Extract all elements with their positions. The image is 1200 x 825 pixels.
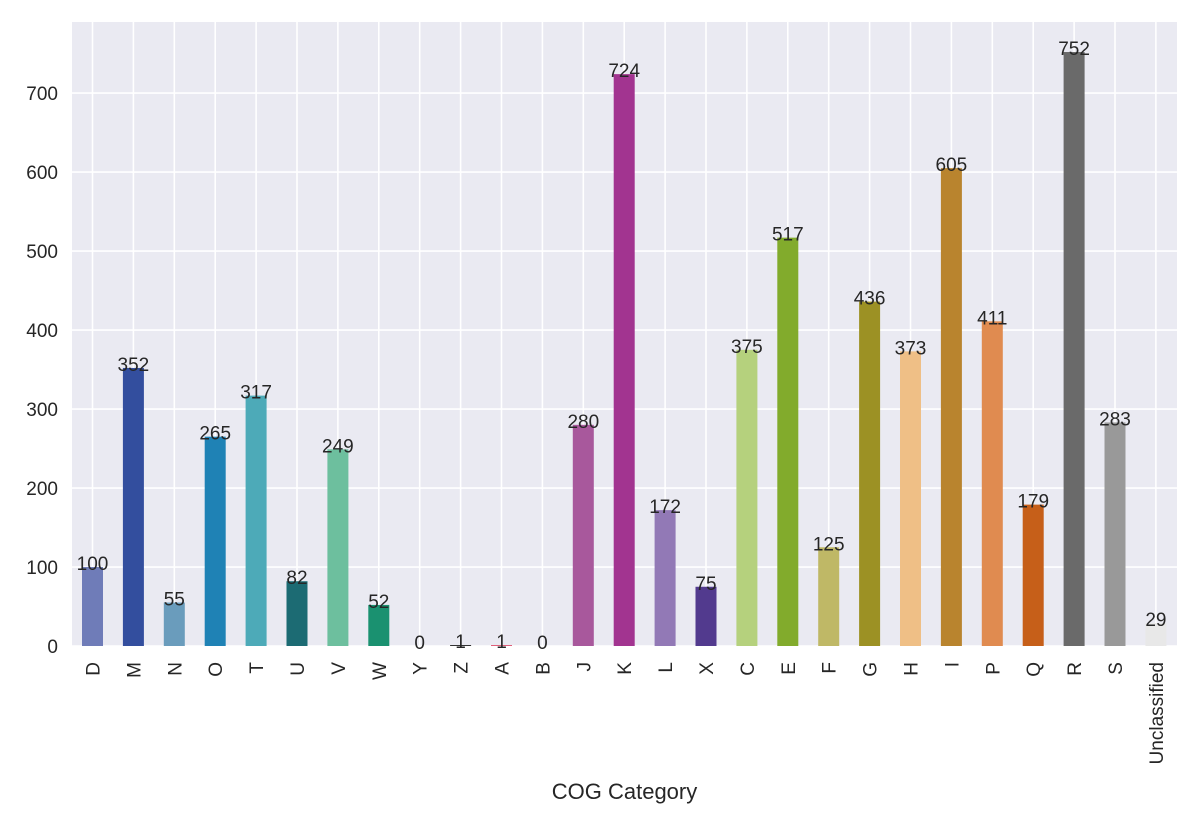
x-tick-label-v: V bbox=[329, 662, 350, 675]
bar-q bbox=[1022, 504, 1044, 646]
x-tick-label-l: L bbox=[656, 662, 677, 673]
data-label-z: 1 bbox=[455, 632, 466, 653]
bar-j bbox=[572, 424, 594, 646]
data-label-j: 280 bbox=[567, 412, 599, 433]
data-label-n: 55 bbox=[164, 590, 185, 611]
data-label-s: 283 bbox=[1099, 409, 1131, 430]
y-tick-label: 300 bbox=[26, 400, 58, 421]
y-tick-label: 100 bbox=[26, 558, 58, 579]
x-tick-label-b: B bbox=[533, 662, 554, 675]
data-label-q: 179 bbox=[1017, 492, 1049, 513]
x-tick-label-n: N bbox=[165, 662, 186, 676]
data-label-x: 75 bbox=[695, 574, 716, 595]
y-axis-ticks: 0 100 200 300 400 500 600 700 bbox=[26, 84, 58, 658]
bar-d bbox=[82, 567, 103, 646]
x-tick-label-z: Z bbox=[452, 662, 473, 674]
bar-i bbox=[940, 168, 962, 646]
x-tick-label-m: M bbox=[124, 662, 145, 678]
data-label-r: 752 bbox=[1058, 39, 1090, 60]
bars bbox=[82, 52, 1167, 646]
bar-h bbox=[900, 351, 921, 646]
x-tick-label-y: Y bbox=[411, 662, 432, 675]
bar-s bbox=[1104, 422, 1126, 646]
bar-f bbox=[818, 547, 840, 646]
y-tick-label: 500 bbox=[26, 242, 58, 263]
y-tick-label: 700 bbox=[26, 84, 58, 105]
data-label-h: 373 bbox=[895, 338, 927, 359]
bar-c bbox=[736, 349, 758, 646]
x-tick-label-t: T bbox=[247, 662, 268, 674]
x-tick-label-a: A bbox=[493, 662, 514, 675]
x-tick-label-q: Q bbox=[1024, 662, 1045, 677]
bar-m bbox=[122, 367, 144, 646]
x-tick-label-i: I bbox=[942, 662, 963, 667]
x-tick-label-c: C bbox=[738, 662, 759, 676]
bar-e bbox=[777, 237, 799, 646]
x-tick-label-j: J bbox=[574, 662, 595, 672]
x-tick-label-o: O bbox=[206, 662, 227, 677]
y-tick-label: 600 bbox=[26, 163, 58, 184]
bar-n bbox=[163, 602, 185, 646]
bar-l bbox=[654, 510, 676, 646]
bar-t bbox=[245, 395, 267, 646]
data-label-y: 0 bbox=[414, 633, 425, 654]
data-label-b: 0 bbox=[537, 633, 548, 654]
bar-z bbox=[450, 645, 472, 646]
data-labels: 100 352 55 265 317 82 249 52 0 1 1 0 280 724 172 75 375 5… bbox=[77, 39, 1167, 654]
data-label-g: 436 bbox=[854, 289, 886, 310]
bar-x bbox=[695, 586, 717, 646]
bar-a bbox=[491, 645, 512, 646]
y-tick-label: 200 bbox=[26, 479, 58, 500]
y-tick-label: 400 bbox=[26, 321, 58, 342]
bar-o bbox=[204, 436, 226, 646]
x-tick-label-f: F bbox=[820, 662, 841, 674]
x-tick-label-unclassified: Unclassified bbox=[1147, 662, 1168, 764]
bar-k bbox=[613, 74, 635, 646]
data-label-i: 605 bbox=[936, 155, 968, 176]
data-label-c: 375 bbox=[731, 337, 763, 358]
data-label-e: 517 bbox=[772, 225, 804, 246]
data-label-m: 352 bbox=[118, 355, 150, 376]
bar-v bbox=[327, 449, 349, 646]
bar-unclassified bbox=[1145, 623, 1167, 646]
bar-g bbox=[859, 301, 881, 646]
data-label-w: 52 bbox=[368, 592, 389, 613]
data-label-p: 411 bbox=[977, 308, 1007, 329]
x-tick-label-p: P bbox=[983, 662, 1004, 675]
data-label-l: 172 bbox=[649, 497, 681, 518]
bar-w bbox=[368, 604, 390, 646]
data-label-unclassified: 29 bbox=[1145, 610, 1166, 631]
data-label-a: 1 bbox=[496, 632, 507, 653]
x-tick-label-x: X bbox=[697, 662, 718, 675]
x-tick-label-k: K bbox=[615, 662, 636, 675]
data-label-k: 724 bbox=[608, 61, 640, 82]
x-tick-label-u: U bbox=[288, 662, 309, 676]
x-tick-label-g: G bbox=[861, 662, 882, 677]
data-label-v: 249 bbox=[322, 436, 354, 457]
bar-r bbox=[1063, 52, 1085, 646]
bar-u bbox=[286, 581, 308, 646]
data-label-t: 317 bbox=[240, 383, 272, 404]
data-label-d: 100 bbox=[77, 554, 109, 575]
x-tick-label-h: H bbox=[902, 662, 923, 676]
x-tick-label-r: R bbox=[1065, 662, 1086, 676]
data-label-o: 265 bbox=[199, 424, 231, 445]
x-tick-label-s: S bbox=[1106, 662, 1127, 675]
x-axis-title: COG Category bbox=[552, 779, 698, 804]
x-axis-ticks: D M N O T U V W Y Z A B J K L X C E F G H I P Q R S Unclassified bbox=[84, 662, 1168, 765]
x-tick-label-w: W bbox=[370, 662, 391, 680]
bar-p bbox=[981, 321, 1003, 646]
data-label-f: 125 bbox=[813, 534, 845, 555]
x-tick-label-d: D bbox=[84, 662, 105, 676]
x-tick-label-e: E bbox=[779, 662, 800, 675]
y-tick-label: 0 bbox=[47, 637, 58, 658]
data-label-u: 82 bbox=[286, 568, 307, 589]
